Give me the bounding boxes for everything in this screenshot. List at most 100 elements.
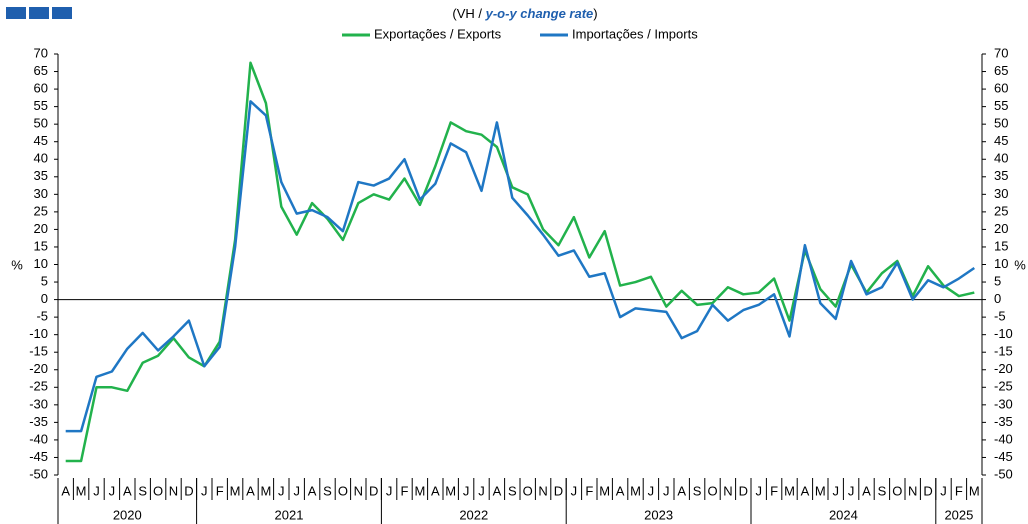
- y2-tick-label: 50: [994, 116, 1008, 131]
- chart-title: (VH / y-o-y change rate): [452, 6, 597, 21]
- x-tick-label: M: [445, 483, 456, 498]
- x-tick-label: F: [955, 483, 963, 498]
- y-tick-label: -25: [29, 379, 48, 394]
- y-tick-label: 15: [34, 238, 48, 253]
- year-label: 2021: [275, 507, 304, 522]
- y-tick-label: 25: [34, 203, 48, 218]
- y-tick-label: -10: [29, 326, 48, 341]
- y2-tick-label: 5: [994, 273, 1001, 288]
- x-tick-label: M: [230, 483, 241, 498]
- x-tick-label: M: [630, 483, 641, 498]
- logo-block: [29, 7, 49, 19]
- y-tick-label: -45: [29, 449, 48, 464]
- y-tick-label: -50: [29, 466, 48, 481]
- y-tick-label: -5: [36, 309, 48, 324]
- y2-tick-label: -50: [994, 466, 1013, 481]
- year-label: 2023: [644, 507, 673, 522]
- year-label: 2022: [459, 507, 488, 522]
- x-tick-label: J: [940, 483, 947, 498]
- x-tick-label: S: [878, 483, 887, 498]
- y2-tick-label: 20: [994, 221, 1008, 236]
- x-tick-label: O: [523, 483, 533, 498]
- y2-tick-label: 40: [994, 151, 1008, 166]
- y2-tick-label: 70: [994, 45, 1008, 60]
- y-tick-label: -15: [29, 344, 48, 359]
- x-tick-label: A: [308, 483, 317, 498]
- x-tick-label: J: [663, 483, 670, 498]
- x-tick-label: F: [770, 483, 778, 498]
- y2-tick-label: 15: [994, 238, 1008, 253]
- y2-tick-label: -15: [994, 344, 1013, 359]
- x-tick-label: A: [616, 483, 625, 498]
- x-tick-label: S: [138, 483, 147, 498]
- title-part: ): [593, 6, 597, 21]
- y2-tick-label: -35: [994, 414, 1013, 429]
- y2-tick-label: 35: [994, 168, 1008, 183]
- y2-tick-label: -5: [994, 309, 1006, 324]
- y-tick-label: 50: [34, 116, 48, 131]
- y-tick-label: -35: [29, 414, 48, 429]
- x-tick-label: M: [414, 483, 425, 498]
- y-tick-label: -40: [29, 431, 48, 446]
- x-tick-label: J: [571, 483, 578, 498]
- x-tick-label: A: [677, 483, 686, 498]
- x-tick-label: S: [693, 483, 702, 498]
- legend-label: Exportações / Exports: [374, 26, 502, 41]
- x-tick-label: O: [892, 483, 902, 498]
- y-tick-label: 35: [34, 168, 48, 183]
- x-tick-label: M: [969, 483, 980, 498]
- x-tick-label: N: [723, 483, 732, 498]
- x-tick-label: J: [201, 483, 208, 498]
- x-tick-label: J: [648, 483, 655, 498]
- y2-tick-label: 10: [994, 256, 1008, 271]
- series-line: [65, 100, 976, 433]
- y2-tick-label: -45: [994, 449, 1013, 464]
- y-tick-label: 60: [34, 81, 48, 96]
- y-axis-label: %: [11, 257, 23, 272]
- x-tick-label: D: [923, 483, 932, 498]
- title-part: (VH /: [452, 6, 485, 21]
- x-tick-label: F: [216, 483, 224, 498]
- y-tick-label: 30: [34, 186, 48, 201]
- y-tick-label: -30: [29, 396, 48, 411]
- x-tick-label: J: [293, 483, 300, 498]
- y2-tick-label: -40: [994, 431, 1013, 446]
- x-tick-label: A: [431, 483, 440, 498]
- y-tick-label: 0: [41, 291, 48, 306]
- y2-tick-label: -25: [994, 379, 1013, 394]
- x-tick-label: J: [463, 483, 470, 498]
- series-line: [65, 61, 975, 463]
- x-tick-label: N: [169, 483, 178, 498]
- x-tick-label: J: [848, 483, 855, 498]
- y-tick-label: 55: [34, 98, 48, 113]
- y2-tick-label: 0: [994, 291, 1001, 306]
- x-tick-label: J: [278, 483, 285, 498]
- y2-tick-label: -30: [994, 396, 1013, 411]
- x-tick-label: F: [401, 483, 409, 498]
- y2-axis-label: %: [1014, 257, 1026, 272]
- x-tick-label: M: [76, 483, 87, 498]
- year-label: 2024: [829, 507, 858, 522]
- x-tick-label: S: [323, 483, 332, 498]
- y2-tick-label: 65: [994, 63, 1008, 78]
- x-tick-label: M: [784, 483, 795, 498]
- y2-tick-label: -20: [994, 361, 1013, 376]
- x-tick-label: O: [338, 483, 348, 498]
- y2-tick-label: 45: [994, 133, 1008, 148]
- x-tick-label: D: [369, 483, 378, 498]
- title-part: y-o-y change rate: [485, 6, 594, 21]
- y2-tick-label: 25: [994, 203, 1008, 218]
- x-tick-label: S: [508, 483, 517, 498]
- y-tick-label: -20: [29, 361, 48, 376]
- x-tick-label: F: [585, 483, 593, 498]
- x-tick-label: N: [538, 483, 547, 498]
- x-tick-label: D: [739, 483, 748, 498]
- y-tick-label: 65: [34, 63, 48, 78]
- x-tick-label: M: [599, 483, 610, 498]
- year-label: 2020: [113, 507, 142, 522]
- x-tick-label: O: [153, 483, 163, 498]
- x-tick-label: O: [707, 483, 717, 498]
- x-tick-label: A: [493, 483, 502, 498]
- y-tick-label: 40: [34, 151, 48, 166]
- x-tick-label: D: [554, 483, 563, 498]
